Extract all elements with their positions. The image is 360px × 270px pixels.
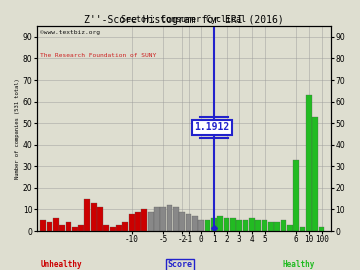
Bar: [91, 203, 96, 231]
Text: ©www.textbiz.org: ©www.textbiz.org: [40, 30, 100, 35]
Bar: [293, 160, 299, 231]
Text: Unhealthy: Unhealthy: [40, 260, 82, 269]
Bar: [230, 218, 236, 231]
Bar: [161, 207, 166, 231]
Bar: [281, 220, 287, 231]
Bar: [274, 222, 280, 231]
Title: Z''-Score Histogram for ERI (2016): Z''-Score Histogram for ERI (2016): [84, 15, 284, 25]
Text: The Research Foundation of SUNY: The Research Foundation of SUNY: [40, 53, 156, 58]
Bar: [186, 214, 192, 231]
Bar: [287, 225, 293, 231]
Bar: [148, 212, 153, 231]
Bar: [167, 205, 172, 231]
Bar: [40, 220, 46, 231]
Bar: [97, 207, 103, 231]
Bar: [72, 227, 77, 231]
Bar: [66, 222, 71, 231]
Bar: [53, 218, 59, 231]
Bar: [110, 227, 116, 231]
Bar: [192, 216, 198, 231]
Text: Score: Score: [167, 260, 193, 269]
Bar: [179, 212, 185, 231]
Y-axis label: Number of companies (531 total): Number of companies (531 total): [15, 78, 20, 179]
Bar: [224, 218, 229, 231]
Bar: [268, 222, 274, 231]
Bar: [116, 225, 122, 231]
Bar: [300, 227, 305, 231]
Bar: [46, 222, 52, 231]
Bar: [211, 218, 217, 231]
Bar: [129, 214, 135, 231]
Bar: [243, 220, 248, 231]
Bar: [173, 207, 179, 231]
Bar: [319, 227, 324, 231]
Bar: [306, 95, 312, 231]
Bar: [198, 220, 204, 231]
Bar: [154, 207, 160, 231]
Bar: [59, 225, 65, 231]
Bar: [78, 225, 84, 231]
Bar: [103, 225, 109, 231]
Bar: [237, 220, 242, 231]
Text: Healthy: Healthy: [283, 260, 315, 269]
Bar: [141, 210, 147, 231]
Bar: [262, 220, 267, 231]
Text: 1.1912: 1.1912: [194, 123, 230, 133]
Bar: [249, 218, 255, 231]
Bar: [135, 212, 141, 231]
Bar: [217, 216, 223, 231]
Text: Sector: Consumer Cyclical: Sector: Consumer Cyclical: [121, 15, 246, 24]
Bar: [312, 117, 318, 231]
Bar: [256, 220, 261, 231]
Bar: [85, 199, 90, 231]
Bar: [122, 222, 128, 231]
Bar: [205, 220, 211, 231]
